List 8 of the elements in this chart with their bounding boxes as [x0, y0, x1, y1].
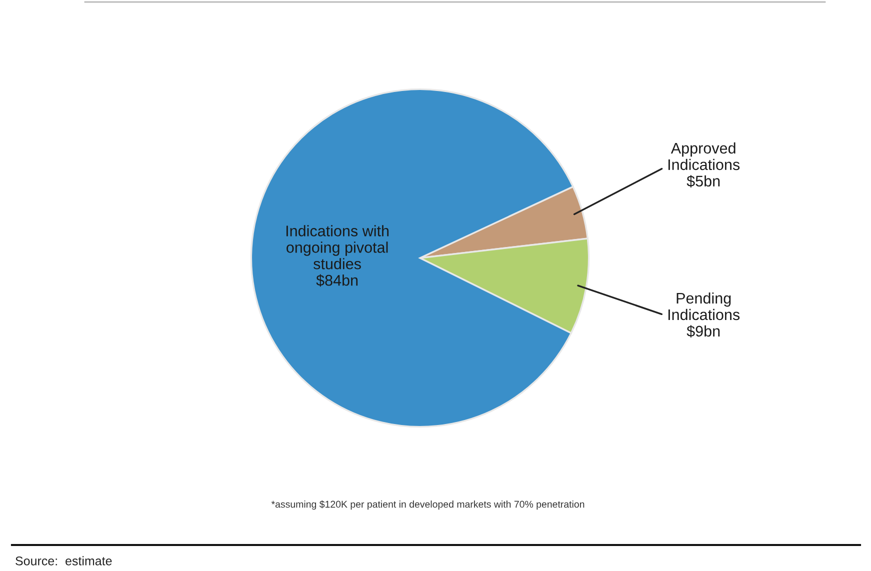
text: *assuming $120K per patient in developed markets with 70% penetration [271, 500, 584, 510]
data-label: $5bn [686, 175, 720, 188]
slice-label: Indications with ongoing pivotal studies [286, 225, 389, 270]
slice-label: Pending Indications [668, 292, 740, 320]
source-note: Source: estimate [16, 556, 112, 566]
data-label: $9bn [686, 325, 720, 338]
data-label: $84bn [316, 274, 358, 287]
slice-label: Approved Indications [668, 142, 740, 170]
